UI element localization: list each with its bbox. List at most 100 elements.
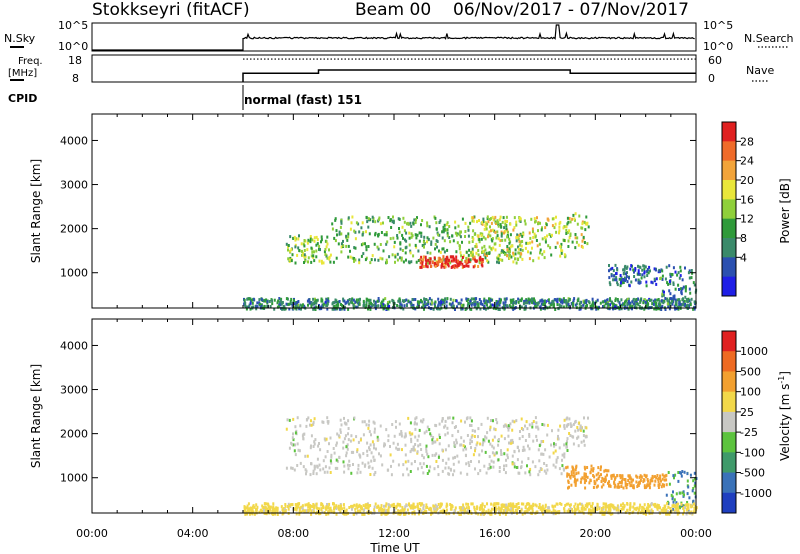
power-cell	[399, 247, 402, 251]
velocity-cell	[563, 418, 566, 422]
velocity-cell	[620, 479, 623, 483]
velocity-cell	[575, 466, 578, 469]
power-cell	[504, 222, 507, 226]
velocity-cell	[509, 502, 512, 506]
velocity-cell	[451, 421, 454, 425]
power-cell	[442, 262, 445, 266]
power-cell	[340, 307, 343, 311]
velocity-cell	[448, 512, 451, 516]
power-cell	[503, 252, 506, 256]
velocity-cell	[335, 458, 338, 462]
velocity-colorbar-tick-label: -25	[740, 426, 758, 439]
power-cell	[388, 304, 391, 308]
power-cell	[439, 219, 442, 223]
velocity-cell	[366, 510, 369, 514]
velocity-cell	[330, 455, 333, 459]
power-cell	[478, 240, 481, 244]
velocity-cell	[335, 443, 338, 447]
velocity-cell	[687, 506, 690, 510]
power-cell	[620, 281, 622, 285]
power-cell	[255, 307, 258, 311]
velocity-cell	[427, 455, 430, 459]
power-cell	[561, 300, 564, 304]
velocity-cell	[385, 502, 388, 506]
velocity-cell	[295, 508, 298, 512]
velocity-cell	[298, 510, 301, 514]
velocity-cell	[629, 484, 632, 488]
velocity-cell	[523, 448, 526, 452]
velocity-cell	[441, 419, 444, 423]
velocity-cell	[310, 504, 313, 508]
power-cell	[537, 222, 539, 226]
velocity-cell	[415, 416, 418, 420]
power-cell	[332, 260, 335, 264]
power-cell	[441, 302, 444, 306]
power-cell	[351, 215, 354, 219]
velocity-cell	[554, 449, 557, 453]
time-axis-ticks: 00:00 04:00 08:00 12:00 16:00 20:00 00:00	[76, 527, 712, 540]
velocity-cell	[511, 462, 514, 466]
velocity-cell	[291, 466, 294, 470]
velocity-cell	[643, 484, 646, 488]
power-cell	[363, 304, 366, 307]
velocity-cell	[315, 472, 318, 476]
power-cell	[377, 304, 380, 308]
power-cell	[678, 288, 680, 291]
power-cell	[471, 219, 474, 223]
velocity-cell	[353, 416, 356, 420]
power-cell	[302, 303, 304, 307]
power-cell	[679, 302, 682, 306]
power-cell	[303, 261, 305, 264]
velocity-cell	[295, 512, 298, 516]
velocity-cell	[362, 504, 365, 508]
velocity-cell	[441, 458, 444, 462]
velocity-cell	[540, 452, 543, 456]
power-cell	[684, 285, 687, 289]
power-cell	[672, 295, 675, 299]
power-cell	[535, 305, 538, 309]
velocity-cell	[322, 459, 325, 463]
velocity-cell	[387, 434, 390, 438]
power-cell	[595, 307, 598, 311]
power-cell	[634, 267, 637, 270]
power-cell	[615, 272, 617, 276]
power-cell	[666, 302, 669, 306]
power-cell	[299, 303, 302, 307]
power-cell	[356, 305, 359, 309]
power-cell	[483, 304, 486, 308]
power-cell	[674, 298, 677, 302]
velocity-cell	[617, 482, 620, 486]
velocity-cell	[560, 472, 563, 476]
velocity-cell	[552, 512, 555, 516]
power-cell	[279, 299, 282, 303]
velocity-cell	[503, 464, 505, 468]
velocity-cell	[403, 512, 406, 516]
power-cell	[567, 245, 570, 248]
power-cell	[574, 236, 577, 240]
power-cell	[421, 300, 424, 304]
power-cell	[686, 298, 688, 301]
velocity-cell	[509, 439, 512, 443]
power-cell	[490, 298, 493, 302]
velocity-cell	[573, 505, 576, 509]
velocity-cell	[379, 424, 382, 428]
noise-tick-low-right: 10^0	[703, 40, 733, 53]
power-cell	[422, 303, 425, 307]
velocity-cell	[583, 472, 586, 476]
velocity-cell	[419, 462, 422, 466]
velocity-cell	[363, 508, 366, 512]
velocity-cell	[417, 512, 420, 516]
velocity-cell	[401, 508, 404, 512]
power-cell	[391, 220, 394, 224]
power-cell	[518, 239, 521, 243]
power-cell	[334, 298, 337, 302]
power-cell	[524, 301, 527, 305]
velocity-cell	[309, 446, 312, 450]
power-cell	[678, 276, 681, 280]
velocity-cell	[544, 505, 547, 509]
velocity-cell	[414, 443, 417, 446]
power-cell	[380, 301, 383, 305]
velocity-cell	[291, 436, 294, 440]
power-cell	[340, 245, 343, 249]
